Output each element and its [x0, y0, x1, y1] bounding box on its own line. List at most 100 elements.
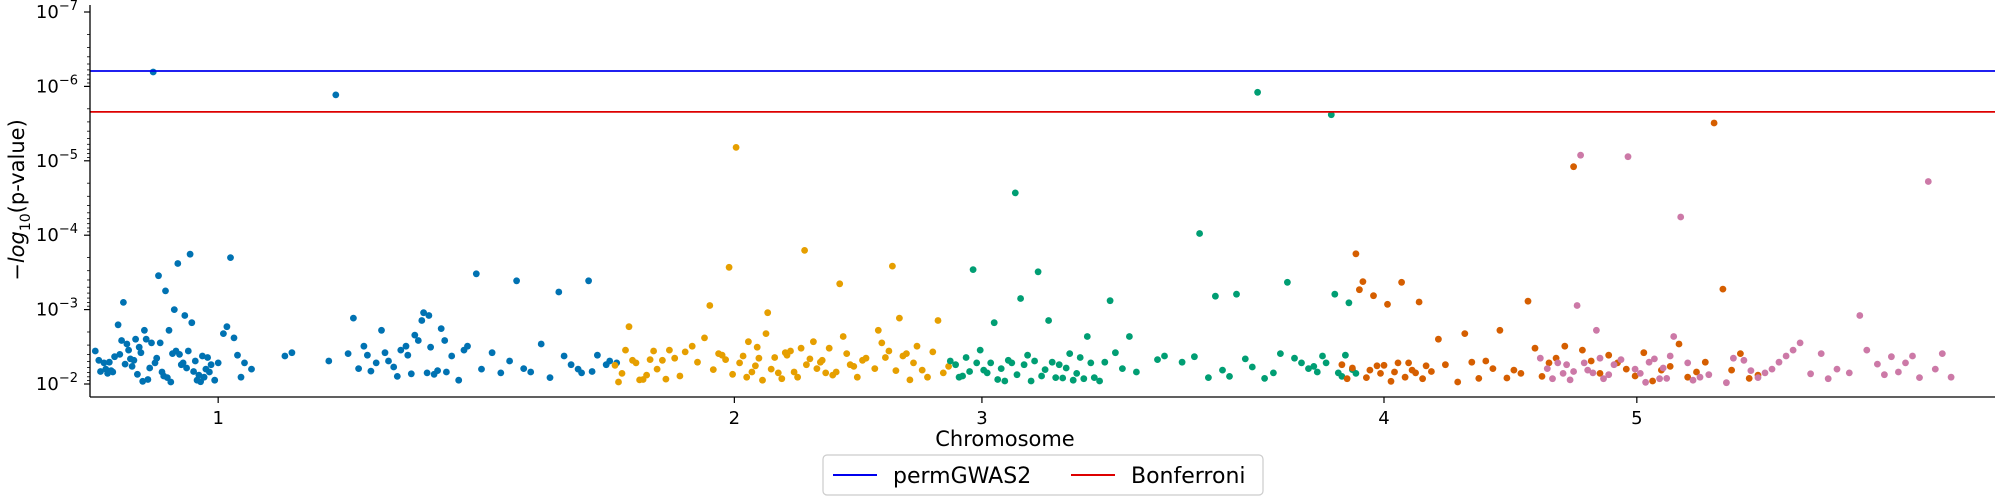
data-point-chr3 [1045, 317, 1052, 324]
data-point-chr2 [753, 343, 761, 351]
data-point-chr1 [464, 342, 471, 350]
data-point-chr2 [813, 365, 821, 372]
data-point-chr3 [1024, 351, 1031, 359]
data-point-chr2 [934, 317, 942, 324]
data-point-chr2 [918, 366, 926, 374]
data-point-chr5 [1610, 361, 1618, 369]
data-point-chr4 [1622, 365, 1630, 373]
data-point-chr4 [1693, 368, 1700, 376]
data-point-chr5 [1789, 346, 1797, 354]
data-point-chr4 [1649, 377, 1656, 385]
data-point-chr4 [1475, 375, 1483, 382]
data-point-chr1 [148, 339, 155, 347]
data-point-chr3 [1001, 377, 1009, 385]
data-point-chr1 [137, 349, 145, 357]
data-point-chr5 [1807, 370, 1814, 378]
data-point-chr1 [174, 260, 182, 267]
data-point-chr5 [1730, 354, 1737, 362]
data-point-chr2 [839, 333, 847, 340]
data-point-chr1 [397, 346, 405, 354]
data-point-chr2 [906, 376, 914, 384]
data-point-chr1 [206, 368, 213, 376]
data-point-chr1 [167, 378, 175, 386]
data-point-chr2 [806, 355, 814, 363]
data-point-chr2 [632, 359, 640, 367]
data-point-chr5 [1566, 376, 1574, 384]
data-point-chr4 [1496, 326, 1504, 334]
data-point-chr4 [1737, 350, 1744, 357]
data-point-chr5 [1874, 360, 1881, 368]
data-point-chr3 [1133, 368, 1140, 376]
data-point-chr5 [1636, 370, 1644, 377]
data-point-chr3 [1248, 363, 1256, 371]
data-point-chr3 [1101, 358, 1109, 366]
data-point-chr5 [1824, 375, 1832, 383]
data-point-chr4 [1384, 300, 1391, 308]
data-point-chr2 [615, 378, 622, 386]
data-point-chr2 [745, 338, 752, 346]
data-point-chr3 [1161, 352, 1168, 360]
legend-frame [822, 454, 1264, 496]
data-point-chr2 [736, 359, 743, 367]
data-point-chr1 [418, 317, 426, 324]
data-point-chr5 [1833, 365, 1841, 373]
data-point-chr1 [448, 352, 456, 360]
data-point-chr1 [427, 343, 434, 351]
data-point-chr2 [794, 373, 801, 381]
data-point-chr3 [1038, 372, 1045, 380]
y-tick-label: 10−7 [36, 0, 78, 23]
data-point-chr5 [1593, 326, 1600, 334]
y-axis-label: −log10(p-value) [5, 119, 34, 281]
data-point-chr3 [1073, 370, 1081, 377]
data-point-chr5 [1938, 350, 1946, 357]
data-point-chr1 [434, 367, 441, 374]
data-point-chr3 [1313, 368, 1321, 376]
data-point-chr1 [132, 335, 140, 343]
data-point-chr5 [1605, 371, 1613, 379]
data-point-chr5 [1645, 358, 1653, 366]
data-point-chr1 [407, 370, 415, 378]
data-point-chr3 [1013, 371, 1021, 379]
data-point-chr2 [774, 369, 782, 377]
data-point-chr5 [1754, 374, 1762, 381]
data-point-chr1 [594, 351, 601, 359]
data-point-chr4 [1605, 351, 1613, 359]
x-tick-label: 2 [729, 408, 740, 429]
data-point-chr3 [1196, 230, 1203, 237]
data-point-chr3 [946, 357, 954, 365]
data-point-chr4 [1561, 342, 1569, 350]
data-point-chr2 [771, 354, 779, 361]
data-point-chr1 [488, 349, 496, 357]
data-point-chr2 [732, 144, 740, 151]
data-point-chr3 [1305, 365, 1312, 372]
data-point-chr5 [1856, 312, 1864, 319]
data-point-chr5 [1747, 367, 1755, 374]
data-point-chr2 [843, 350, 851, 357]
data-point-chr2 [755, 354, 763, 362]
data-point-chr5 [1895, 368, 1902, 376]
data-point-chr1 [111, 353, 118, 361]
data-point-chr3 [1178, 358, 1186, 366]
data-point-chr3 [1327, 111, 1335, 119]
data-point-chr2 [611, 361, 619, 369]
data-point-chr3 [1254, 88, 1261, 96]
data-point-chr1 [248, 365, 255, 373]
data-point-chr5 [1916, 374, 1923, 381]
data-point-chr1 [402, 342, 410, 350]
data-point-chr1 [520, 365, 528, 372]
data-point-chr2 [681, 348, 689, 356]
data-point-chr2 [896, 314, 903, 322]
data-point-chr1 [455, 376, 463, 384]
data-point-chr1 [472, 270, 480, 278]
data-point-chr2 [618, 370, 626, 377]
data-point-chr2 [739, 352, 747, 360]
data-point-chr3 [1080, 375, 1088, 383]
data-point-chr3 [1322, 359, 1330, 367]
data-point-chr1 [139, 377, 147, 385]
data-point-chr3 [1062, 364, 1070, 372]
data-point-chr3 [952, 361, 959, 369]
data-point-chr1 [181, 312, 189, 319]
data-point-chr2 [910, 359, 917, 367]
data-point-chr1 [527, 368, 535, 376]
data-point-chr3 [994, 376, 1002, 383]
